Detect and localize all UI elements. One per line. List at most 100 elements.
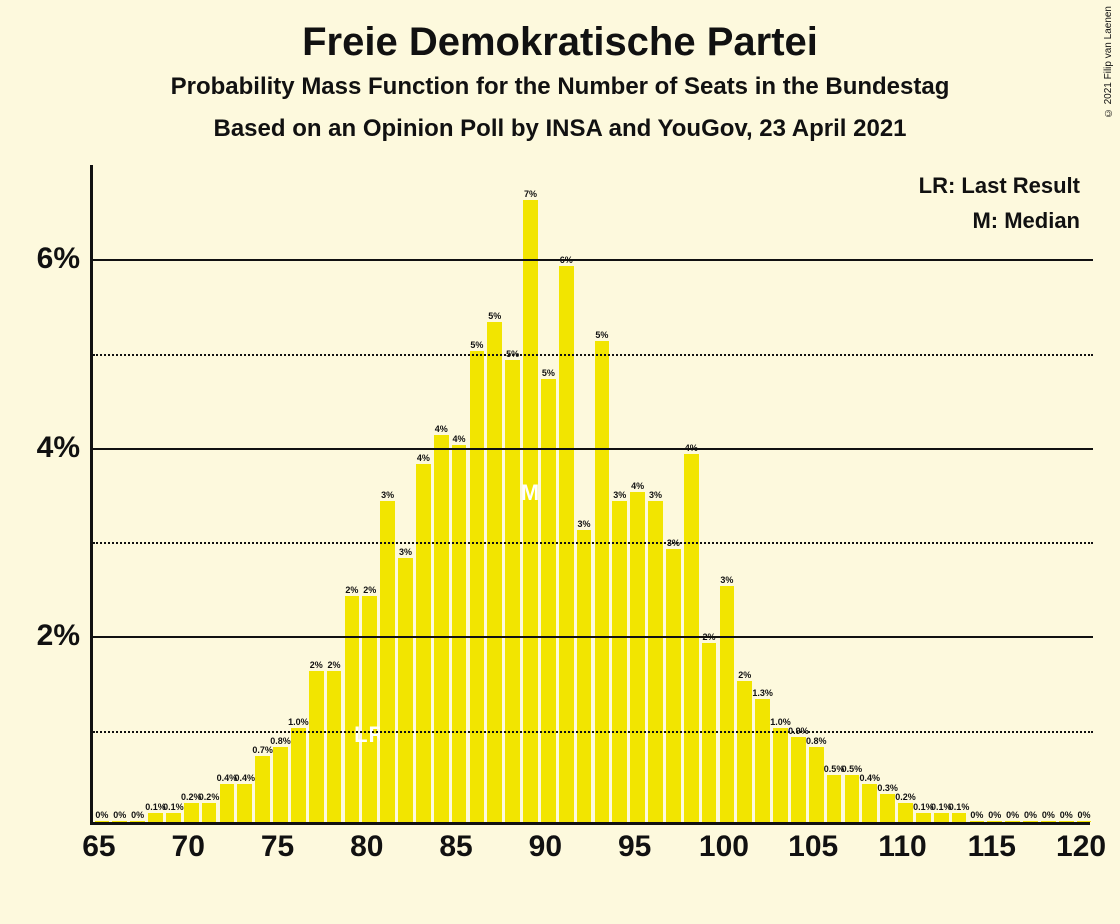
bar-value-label: 5% — [542, 368, 555, 378]
gridline-minor — [93, 731, 1093, 733]
bar-value-label: 2% — [363, 585, 376, 595]
bar: 7%M — [523, 200, 538, 822]
x-axis-label: 85 — [439, 830, 472, 864]
bar: 0.2% — [184, 803, 199, 822]
bar-value-label: 4% — [453, 434, 466, 444]
bar: 3% — [612, 501, 627, 822]
bar: 4% — [452, 445, 467, 822]
bar: 3% — [666, 549, 681, 822]
bar: 0.8% — [273, 747, 288, 822]
median-marker: M — [521, 480, 540, 506]
bar-value-label: 2% — [310, 660, 323, 670]
bar-value-label: 0% — [1042, 810, 1055, 820]
bar: 0% — [970, 821, 985, 822]
bar: 0% — [130, 821, 145, 822]
bar-value-label: 0% — [131, 810, 144, 820]
bar: 3% — [398, 558, 413, 822]
bar: 0.1% — [148, 813, 163, 822]
bar-value-label: 0.8% — [270, 736, 291, 746]
bar: 0.1% — [934, 813, 949, 822]
bar: 0.1% — [952, 813, 967, 822]
x-axis-label: 90 — [529, 830, 562, 864]
bar: 0.4% — [237, 784, 252, 822]
bar: 1.3% — [755, 699, 770, 822]
x-axis-label: 110 — [878, 830, 926, 864]
bar: 2% — [309, 671, 324, 822]
gridline-major — [93, 448, 1093, 450]
y-axis-label: 6% — [0, 242, 80, 276]
gridline-major — [93, 259, 1093, 261]
bar-value-label: 3% — [720, 575, 733, 585]
bar: 0% — [112, 821, 127, 822]
bar: 2% — [327, 671, 342, 822]
bar: 0.5% — [827, 775, 842, 822]
bar: 0.1% — [166, 813, 181, 822]
bar: 0% — [95, 821, 110, 822]
bar: 5% — [595, 341, 610, 822]
bar-value-label: 0.1% — [163, 802, 184, 812]
bar-value-label: 0% — [95, 810, 108, 820]
bar-value-label: 4% — [435, 424, 448, 434]
pmf-chart: 0%0%0%0.1%0.1%0.2%0.2%0.4%0.4%0.7%0.8%1.… — [90, 165, 1090, 865]
bar: 0.4% — [220, 784, 235, 822]
gridline-minor — [93, 354, 1093, 356]
bar-value-label: 3% — [381, 490, 394, 500]
gridline-major — [93, 636, 1093, 638]
bar-value-label: 0.7% — [252, 745, 273, 755]
bar: 0% — [1005, 821, 1020, 822]
bar: 3% — [648, 501, 663, 822]
bar: 3% — [380, 501, 395, 822]
bar: 1.0% — [773, 728, 788, 822]
bar: 3% — [577, 530, 592, 822]
bar-value-label: 5% — [488, 311, 501, 321]
bar-value-label: 0.4% — [235, 773, 256, 783]
bar-value-label: 1.0% — [288, 717, 309, 727]
x-axis-label: 80 — [350, 830, 383, 864]
bar: 0.3% — [880, 794, 895, 822]
bar-value-label: 3% — [578, 519, 591, 529]
bar-value-label: 0% — [988, 810, 1001, 820]
bar: 0% — [1077, 821, 1092, 822]
bar: 0.1% — [916, 813, 931, 822]
bar: 5% — [487, 322, 502, 822]
bar: 5% — [505, 360, 520, 822]
bar: 2% — [345, 596, 360, 822]
bar: 0% — [1023, 821, 1038, 822]
bar-value-label: 3% — [649, 490, 662, 500]
bar: 4% — [416, 464, 431, 822]
bar: 4% — [434, 435, 449, 822]
bar: 0.9% — [791, 737, 806, 822]
chart-title: Freie Demokratische Partei — [0, 20, 1120, 65]
x-axis-label: 105 — [788, 830, 838, 864]
bar-value-label: 0.1% — [949, 802, 970, 812]
bar-value-label: 1.3% — [752, 688, 773, 698]
bar-value-label: 4% — [631, 481, 644, 491]
bar-value-label: 0% — [1006, 810, 1019, 820]
chart-subtitle-1: Probability Mass Function for the Number… — [0, 73, 1120, 101]
bar-value-label: 0.2% — [199, 792, 220, 802]
bar-value-label: 0% — [1078, 810, 1091, 820]
bar-value-label: 2% — [738, 670, 751, 680]
bar: 0% — [987, 821, 1002, 822]
bar: 0% — [1059, 821, 1074, 822]
bar-value-label: 0.8% — [806, 736, 827, 746]
bar-value-label: 3% — [613, 490, 626, 500]
bar-value-label: 5% — [595, 330, 608, 340]
x-axis-label: 100 — [699, 830, 749, 864]
x-axis-label: 75 — [261, 830, 294, 864]
bar-value-label: 7% — [524, 189, 537, 199]
x-axis-label: 65 — [82, 830, 115, 864]
bar: 0.8% — [809, 747, 824, 822]
bar-value-label: 2% — [328, 660, 341, 670]
plot-area: 0%0%0%0.1%0.1%0.2%0.2%0.4%0.4%0.7%0.8%1.… — [90, 165, 1090, 825]
bar: 5% — [541, 379, 556, 822]
bar-value-label: 3% — [399, 547, 412, 557]
bar: 0.5% — [845, 775, 860, 822]
bar-value-label: 0% — [970, 810, 983, 820]
x-axis-label: 95 — [618, 830, 651, 864]
gridline-minor — [93, 542, 1093, 544]
y-axis-label: 2% — [0, 619, 80, 653]
x-axis-label: 70 — [172, 830, 205, 864]
x-axis-label: 120 — [1056, 830, 1106, 864]
bar: 0.4% — [862, 784, 877, 822]
